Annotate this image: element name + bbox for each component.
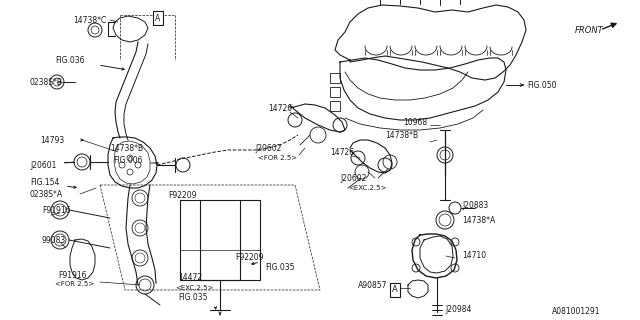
Text: <FOR 2.5>: <FOR 2.5> (258, 155, 297, 161)
Text: <EXC.2.5>: <EXC.2.5> (175, 285, 213, 291)
Text: 10968: 10968 (403, 117, 427, 126)
Text: 14710: 14710 (462, 251, 486, 260)
Bar (330, 73, 340, 83)
Text: 14726: 14726 (268, 103, 292, 113)
Text: FIG.035: FIG.035 (265, 263, 294, 273)
Text: FIG.154: FIG.154 (30, 178, 60, 187)
Text: 14726: 14726 (330, 148, 354, 156)
Text: 14793: 14793 (40, 135, 64, 145)
Text: 14738*C: 14738*C (73, 15, 106, 25)
Text: F91916: F91916 (58, 270, 86, 279)
Text: FIG.006: FIG.006 (113, 156, 143, 164)
Text: FIG.035: FIG.035 (178, 293, 207, 302)
Text: FIG.036: FIG.036 (55, 55, 84, 65)
Text: 99083: 99083 (42, 236, 67, 244)
Text: J20602: J20602 (255, 143, 282, 153)
Text: J20883: J20883 (462, 201, 488, 210)
Text: F91916: F91916 (42, 205, 70, 214)
Text: A: A (156, 13, 161, 22)
Text: 14472: 14472 (178, 274, 202, 283)
Text: <EXC.2.5>: <EXC.2.5> (348, 185, 387, 191)
Text: J20984: J20984 (445, 306, 472, 315)
Text: 0238S*B: 0238S*B (30, 77, 63, 86)
Text: FRONT: FRONT (575, 26, 604, 35)
Text: <FOR 2.5>: <FOR 2.5> (55, 281, 94, 287)
Text: A: A (392, 285, 398, 294)
Text: F92209: F92209 (168, 190, 196, 199)
Text: FIG.050: FIG.050 (527, 81, 557, 90)
Text: 14738*B: 14738*B (110, 143, 143, 153)
Bar (180, 200, 260, 280)
Text: J20602: J20602 (340, 173, 366, 182)
Text: 14738*B: 14738*B (385, 131, 418, 140)
Text: 14738*A: 14738*A (462, 215, 495, 225)
Bar (330, 101, 340, 111)
Text: F92209: F92209 (235, 253, 264, 262)
Text: A081001291: A081001291 (552, 308, 600, 316)
Text: 0238S*A: 0238S*A (30, 189, 63, 198)
Bar (330, 87, 340, 97)
Text: A90857: A90857 (358, 281, 387, 290)
Text: J20601: J20601 (30, 161, 56, 170)
